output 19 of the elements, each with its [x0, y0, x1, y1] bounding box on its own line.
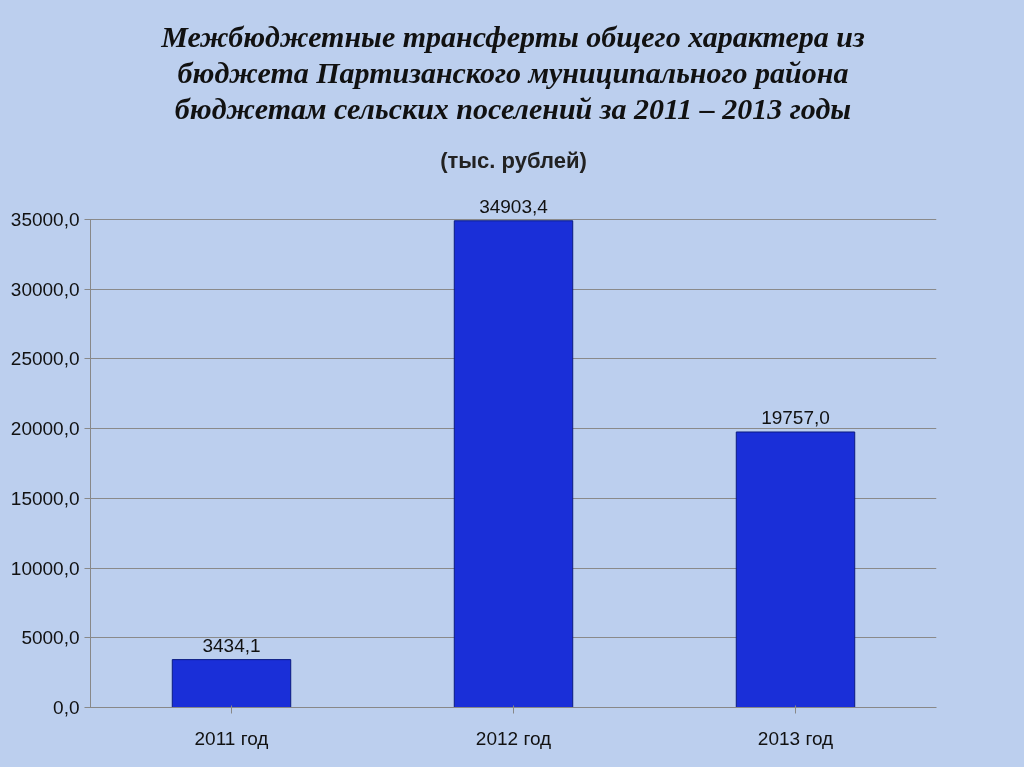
x-tick-label: 2013 год: [757, 727, 834, 749]
y-tick-label: 5000,0: [21, 627, 80, 649]
y-tick-label: 25000,0: [10, 348, 80, 370]
x-tick-label: 2012 год: [475, 727, 552, 749]
bar: [453, 220, 574, 708]
x-tick-label: 2011 год: [194, 727, 269, 749]
bar: [171, 659, 292, 708]
y-tick-label: 0,0: [53, 697, 80, 718]
y-tick-label: 10000,0: [10, 557, 80, 579]
bar: [735, 431, 856, 708]
chart-title: Межбюджетные трансферты общего характера из бюджета Партизанского муниципального района бюджетам сельских поселений за 2011 – 2013 годы: [160, 19, 866, 127]
y-tick-label: 30000,0: [10, 278, 80, 300]
chart-subtitle: (тыс. рублей): [440, 147, 587, 173]
y-tick-label: 35000,0: [10, 208, 80, 230]
data-label: 34903,4: [479, 195, 549, 217]
y-tick-label: 20000,0: [10, 418, 80, 440]
y-tick-label: 15000,0: [10, 487, 80, 509]
data-label: 19757,0: [761, 406, 830, 428]
data-label: 3434,1: [202, 634, 261, 656]
